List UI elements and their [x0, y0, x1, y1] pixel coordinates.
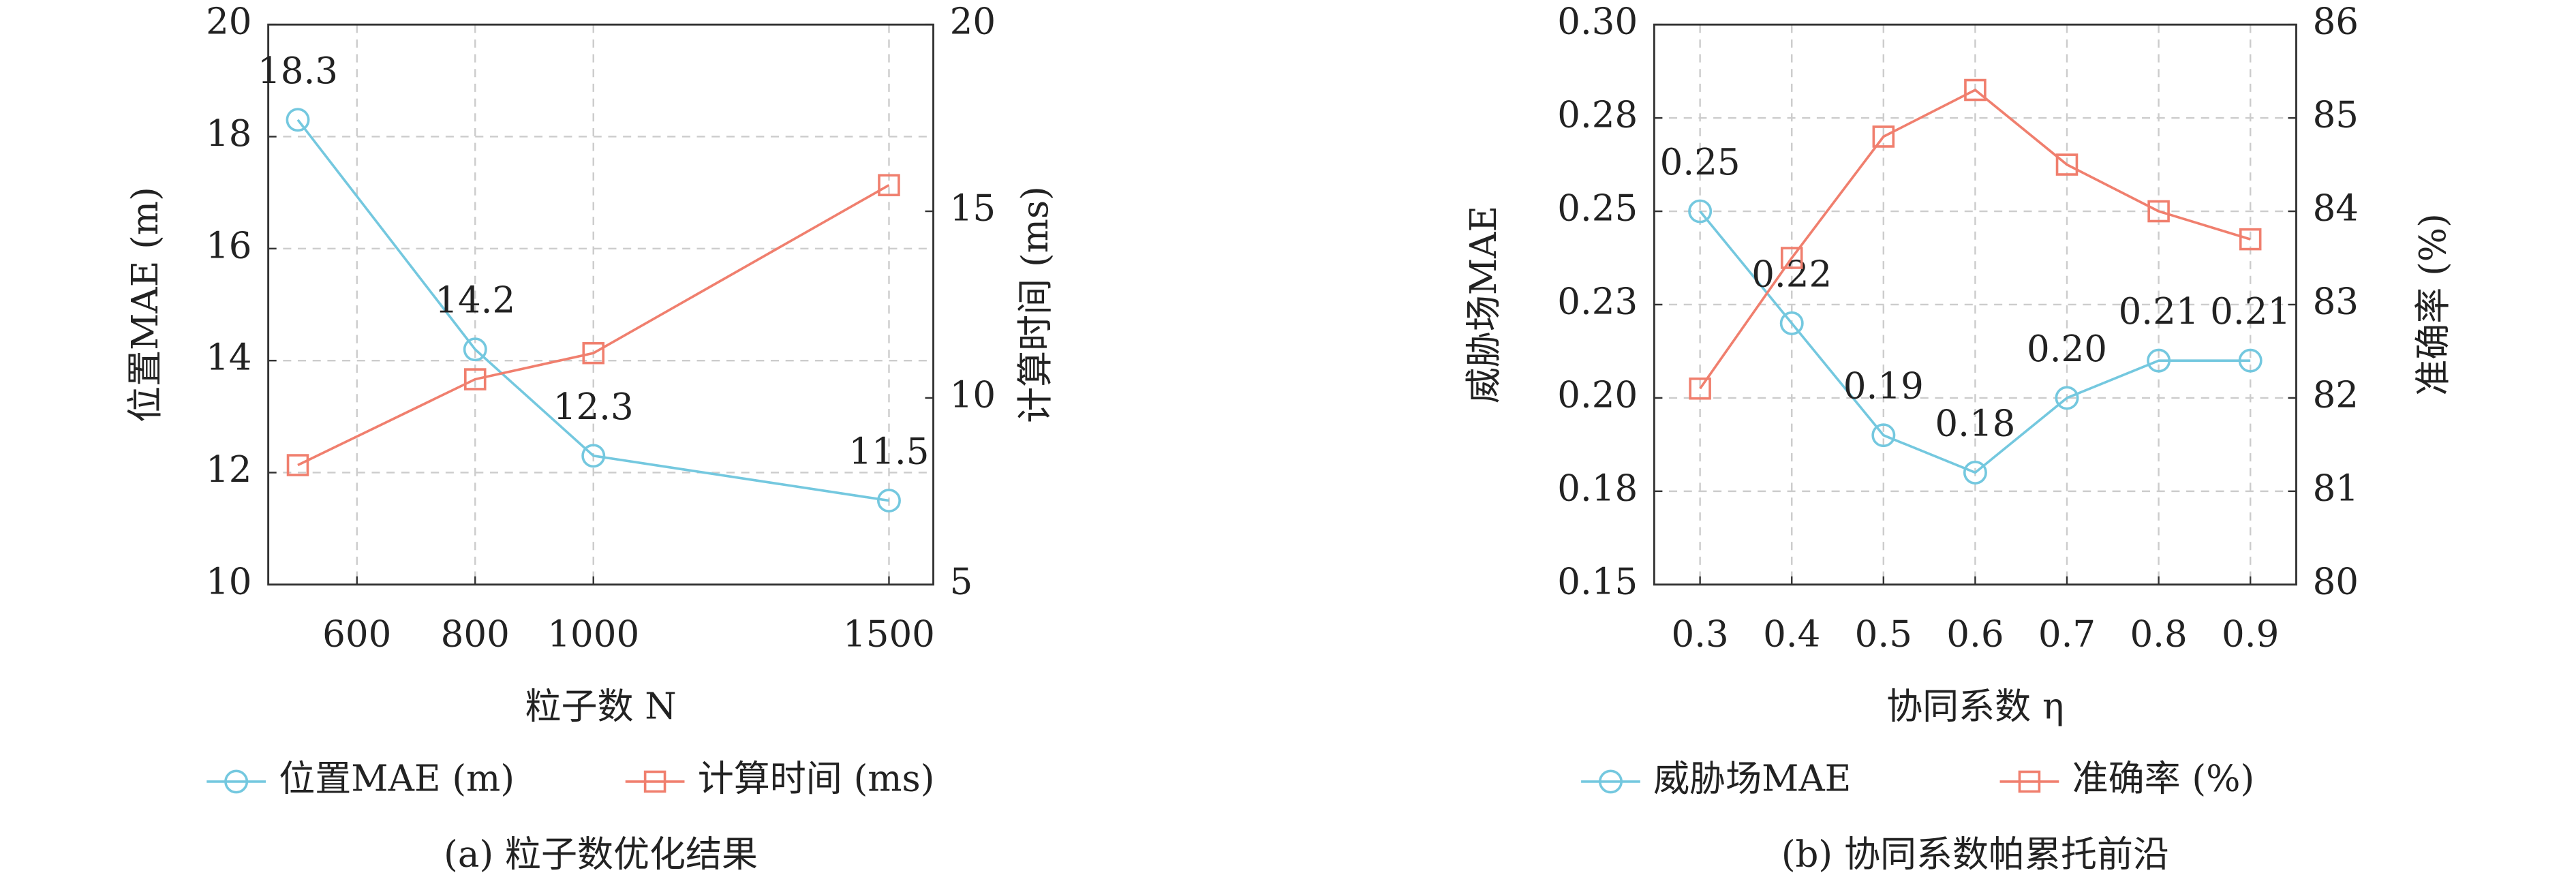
- y-tick-label: 0.23: [1557, 280, 1638, 322]
- series-line: [296, 119, 889, 502]
- data-label: 0.25: [1660, 141, 1741, 183]
- y2-tick-label: 20: [950, 1, 996, 43]
- marker: [1871, 423, 1896, 448]
- marker: [1780, 247, 1803, 269]
- data-label: 0.20: [2027, 328, 2107, 370]
- marker: [463, 368, 487, 390]
- y2-tick-label: 15: [950, 187, 996, 230]
- y2-tick-label: 80: [2313, 560, 2359, 602]
- marker: [2239, 228, 2262, 251]
- y-tick-label: 0.25: [1557, 187, 1638, 230]
- x-tick-label: 0.9: [2222, 613, 2279, 655]
- legend-label: 计算时间 (ms): [698, 757, 935, 799]
- x-axis-label: 粒子数 N: [525, 685, 676, 727]
- caption: (b) 协同系数帕累托前沿: [1781, 833, 2169, 875]
- marker: [286, 108, 310, 132]
- y-tick-label: 0.18: [1557, 467, 1638, 509]
- x-tick-label: 1500: [843, 613, 935, 655]
- marker: [463, 337, 487, 362]
- y2-tick-label: 10: [950, 373, 996, 416]
- data-label: 11.5: [848, 431, 929, 473]
- y-axis-label: 威胁场MAE: [1462, 206, 1505, 403]
- x-tick-label: 0.3: [1671, 613, 1728, 655]
- data-label: 0.18: [1935, 403, 2015, 445]
- y2-axis-label: 计算时间 (ms): [1014, 186, 1056, 423]
- x-tick-label: 0.8: [2130, 613, 2187, 655]
- marker: [286, 454, 309, 476]
- y-axis-label: 位置MAE (m): [124, 187, 166, 423]
- marker: [1963, 461, 1987, 485]
- data-label: 0.21: [2119, 290, 2199, 333]
- marker: [581, 444, 606, 468]
- marker: [1689, 377, 1711, 400]
- plot-frame: [267, 23, 934, 586]
- y-tick-label: 0.15: [1557, 560, 1638, 602]
- y-tick-label: 18: [206, 112, 251, 155]
- y-tick-label: 20: [206, 1, 251, 43]
- marker: [2238, 348, 2263, 373]
- legend-label: 准确率 (%): [2072, 757, 2255, 799]
- data-label: 14.2: [435, 279, 515, 322]
- x-axis-label: 协同系数 η: [1886, 685, 2064, 727]
- legend-marker: [2018, 770, 2041, 793]
- y2-tick-label: 84: [2313, 187, 2359, 230]
- x-tick-label: 1000: [547, 613, 639, 655]
- legend-label: 威胁场MAE: [1653, 757, 1851, 799]
- x-tick-label: 800: [441, 613, 510, 655]
- legend-marker: [224, 769, 249, 794]
- y-tick-label: 10: [206, 560, 251, 602]
- marker: [2147, 200, 2170, 223]
- y2-tick-label: 83: [2313, 280, 2359, 322]
- data-label: 12.3: [553, 386, 634, 428]
- y2-tick-label: 85: [2313, 94, 2359, 136]
- legend-label: 位置MAE (m): [279, 757, 515, 799]
- legend-marker: [643, 770, 666, 793]
- x-tick-label: 0.5: [1855, 613, 1912, 655]
- y2-tick-label: 5: [950, 560, 973, 602]
- x-tick-label: 600: [322, 613, 391, 655]
- marker: [1872, 125, 1895, 148]
- data-label: 0.21: [2210, 290, 2290, 333]
- marker: [1964, 78, 1987, 102]
- x-tick-label: 0.7: [2038, 613, 2096, 655]
- marker: [582, 341, 605, 365]
- x-tick-label: 0.4: [1763, 613, 1820, 655]
- legend-marker: [1599, 769, 1623, 794]
- y-tick-label: 16: [206, 224, 251, 266]
- y2-tick-label: 81: [2313, 467, 2359, 509]
- series-line: [297, 184, 890, 467]
- y-tick-label: 12: [206, 448, 251, 491]
- plot-frame: [1653, 23, 2297, 586]
- marker: [876, 489, 901, 513]
- series-line: [1699, 210, 2251, 474]
- data-label: 0.22: [1751, 253, 1832, 295]
- marker: [1779, 311, 1804, 335]
- series-line: [1699, 88, 2251, 390]
- y2-axis-label: 准确率 (%): [2412, 213, 2454, 396]
- y-tick-label: 0.28: [1557, 94, 1638, 136]
- data-label: 18.3: [258, 50, 338, 92]
- caption: (a) 粒子数优化结果: [444, 833, 758, 875]
- data-label: 0.19: [1843, 365, 1924, 408]
- y-tick-label: 14: [206, 337, 251, 379]
- y2-tick-label: 82: [2313, 373, 2359, 416]
- marker: [2055, 153, 2079, 176]
- y-tick-label: 0.30: [1557, 1, 1638, 43]
- marker: [2147, 348, 2171, 373]
- marker: [1688, 199, 1713, 224]
- y2-tick-label: 86: [2313, 1, 2359, 43]
- y-tick-label: 0.20: [1557, 373, 1638, 416]
- marker: [878, 174, 900, 196]
- x-tick-label: 0.6: [1946, 613, 2004, 655]
- marker: [2055, 386, 2079, 410]
